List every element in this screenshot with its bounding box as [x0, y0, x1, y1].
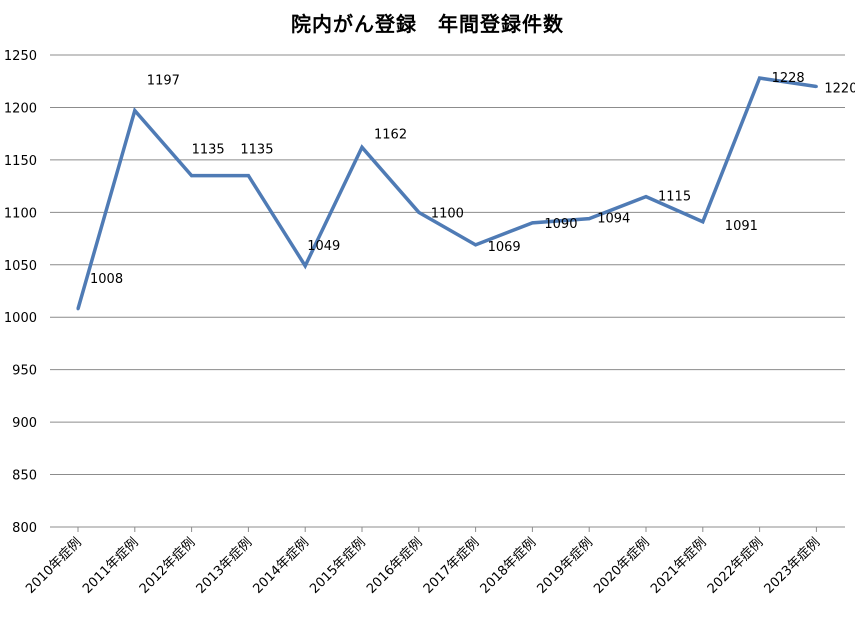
y-tick-label: 1250 — [4, 49, 37, 64]
x-tick-label: 2023年症例 — [762, 535, 824, 597]
y-tick-label: 1050 — [4, 259, 37, 274]
x-tick-label: 2022年症例 — [705, 535, 767, 597]
x-tick-label: 2019年症例 — [534, 535, 596, 597]
chart-title: 院内がん登録 年間登録件数 — [291, 12, 564, 36]
x-tick-label: 2017年症例 — [421, 535, 483, 597]
series-line-group — [76, 76, 818, 311]
data-point — [814, 84, 818, 88]
data-point — [133, 109, 137, 113]
data-point — [701, 220, 705, 224]
data-labels: 1008 1197 1135 1135 1049 1162 1100 1069 1090 1094… — [90, 71, 855, 287]
x-tick-label: 2011年症例 — [80, 535, 142, 597]
data-label: 1197 — [147, 74, 180, 89]
data-point — [758, 76, 762, 80]
x-tick-label: 2014年症例 — [250, 535, 312, 597]
data-point — [190, 174, 194, 178]
data-label: 1090 — [544, 217, 577, 232]
y-tick-label: 1000 — [4, 311, 37, 326]
y-tick-label: 850 — [12, 469, 37, 484]
data-label: 1094 — [597, 212, 630, 227]
x-axis-ticks: 2010年症例2011年症例2012年症例2013年症例2014年症例2015年… — [23, 527, 823, 597]
data-label: 1069 — [488, 240, 521, 255]
x-tick-label: 2013年症例 — [194, 535, 256, 597]
y-axis-ticks: 800 850 900 950 1000 1050 1100 1150 1200 1250 — [4, 49, 37, 536]
x-tick-label: 2018年症例 — [478, 535, 540, 597]
data-point — [360, 145, 364, 149]
y-tick-label: 800 — [12, 521, 37, 536]
x-tick-label: 2021年症例 — [648, 535, 710, 597]
data-label: 1008 — [90, 272, 123, 287]
data-label: 1228 — [772, 71, 805, 86]
y-tick-label: 1100 — [4, 206, 37, 221]
data-point — [76, 307, 80, 311]
y-tick-label: 900 — [12, 416, 37, 431]
x-tick-label: 2016年症例 — [364, 535, 426, 597]
y-tick-label: 1150 — [4, 154, 37, 169]
data-point — [644, 195, 648, 199]
data-label: 1049 — [307, 239, 340, 254]
data-label: 1100 — [431, 206, 464, 221]
x-tick-label: 2012年症例 — [137, 535, 199, 597]
data-point — [530, 221, 534, 225]
y-tick-label: 1200 — [4, 101, 37, 116]
data-label: 1135 — [192, 143, 225, 158]
data-point — [417, 210, 421, 214]
x-tick-label: 2015年症例 — [307, 535, 369, 597]
data-point — [246, 174, 250, 178]
series-line — [76, 76, 817, 310]
data-label: 1115 — [658, 190, 691, 205]
data-point — [474, 243, 478, 247]
grid-lines — [50, 54, 845, 528]
data-point — [303, 264, 307, 268]
data-label: 1091 — [725, 219, 758, 234]
x-tick-label: 2020年症例 — [591, 535, 653, 597]
data-point — [587, 217, 591, 221]
data-label: 1162 — [374, 127, 407, 142]
data-label: 1135 — [240, 143, 273, 158]
x-tick-label: 2010年症例 — [23, 535, 85, 597]
data-label: 1220 — [824, 81, 855, 96]
y-tick-label: 950 — [12, 364, 37, 379]
